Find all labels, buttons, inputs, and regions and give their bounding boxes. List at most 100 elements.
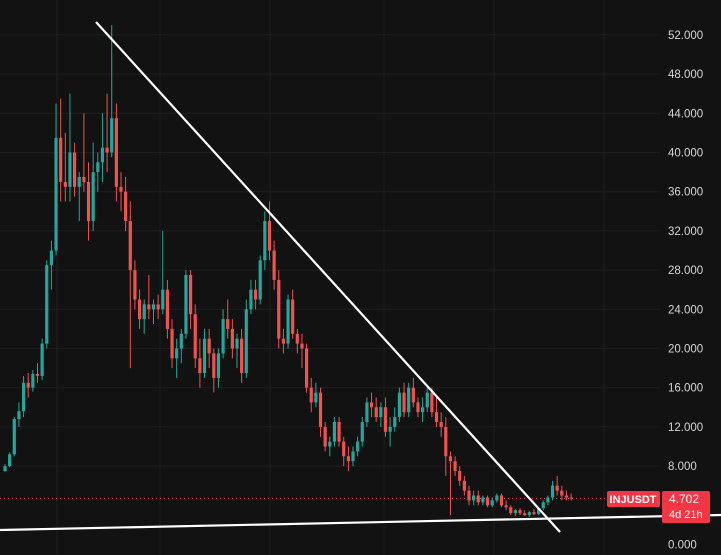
candle[interactable] xyxy=(12,417,16,457)
candle[interactable] xyxy=(281,328,285,354)
candle[interactable] xyxy=(170,319,174,369)
candle[interactable] xyxy=(560,485,564,501)
candle[interactable] xyxy=(550,480,555,501)
candle[interactable] xyxy=(476,490,480,506)
candle[interactable] xyxy=(462,475,466,496)
candle[interactable] xyxy=(8,452,12,468)
candle[interactable] xyxy=(244,299,248,378)
candle[interactable] xyxy=(54,103,58,256)
candle[interactable] xyxy=(193,304,197,369)
candle[interactable] xyxy=(82,113,86,192)
candle[interactable] xyxy=(21,375,26,418)
candle[interactable] xyxy=(448,451,453,516)
candle[interactable] xyxy=(142,299,146,334)
candle[interactable] xyxy=(263,211,267,271)
candle[interactable] xyxy=(277,270,281,349)
candle[interactable] xyxy=(332,417,337,447)
candle[interactable] xyxy=(161,230,165,315)
candle[interactable] xyxy=(96,152,100,192)
candle[interactable] xyxy=(485,495,490,508)
candle[interactable] xyxy=(504,500,508,511)
candle[interactable] xyxy=(518,508,522,516)
candle[interactable] xyxy=(291,289,295,339)
candle[interactable] xyxy=(499,493,504,508)
candle[interactable] xyxy=(184,270,188,339)
candle[interactable] xyxy=(453,456,457,476)
support-trendline[interactable] xyxy=(0,513,721,532)
candle[interactable] xyxy=(40,338,44,380)
candle[interactable] xyxy=(272,240,276,290)
candle[interactable] xyxy=(342,436,346,467)
candle[interactable] xyxy=(379,402,383,427)
candle[interactable] xyxy=(374,397,378,423)
candle[interactable] xyxy=(369,392,374,418)
candle[interactable] xyxy=(365,397,369,427)
candle[interactable] xyxy=(393,407,397,432)
candle[interactable] xyxy=(147,275,151,320)
candle[interactable] xyxy=(509,505,513,516)
candle[interactable] xyxy=(202,328,207,378)
candle[interactable] xyxy=(114,103,118,202)
candle[interactable] xyxy=(3,464,7,472)
price-axis[interactable]: 52.000 48.000 44.000 40.000 36.000 32.000 28.0… xyxy=(668,30,703,552)
candle[interactable] xyxy=(31,370,35,392)
candle[interactable] xyxy=(86,162,91,241)
candle[interactable] xyxy=(546,495,550,506)
candle[interactable] xyxy=(128,201,132,369)
candle[interactable] xyxy=(230,319,234,359)
candle[interactable] xyxy=(175,338,179,378)
candle[interactable] xyxy=(397,387,401,422)
candle[interactable] xyxy=(124,177,128,231)
candle[interactable] xyxy=(179,328,183,364)
candle[interactable] xyxy=(216,348,221,388)
candle[interactable] xyxy=(212,348,216,393)
candle[interactable] xyxy=(295,328,299,354)
candle[interactable] xyxy=(356,436,360,457)
descending-trendline[interactable] xyxy=(95,21,561,533)
candle[interactable] xyxy=(318,387,323,437)
candle[interactable] xyxy=(360,417,364,447)
candle[interactable] xyxy=(337,417,341,447)
candle[interactable] xyxy=(249,279,253,315)
candle[interactable] xyxy=(133,260,137,310)
candle[interactable] xyxy=(411,377,415,408)
candle[interactable] xyxy=(495,493,499,503)
candle[interactable] xyxy=(351,446,355,467)
candle[interactable] xyxy=(253,279,258,310)
candle[interactable] xyxy=(49,240,53,290)
candle[interactable] xyxy=(63,132,67,202)
candle[interactable] xyxy=(541,500,545,511)
candle[interactable] xyxy=(328,436,332,457)
candle[interactable] xyxy=(425,387,429,413)
candle[interactable] xyxy=(240,328,244,383)
candle[interactable] xyxy=(286,294,290,349)
candle[interactable] xyxy=(45,260,49,349)
candle[interactable] xyxy=(564,490,569,501)
candle[interactable] xyxy=(91,142,95,231)
candle[interactable] xyxy=(35,363,40,383)
candle[interactable] xyxy=(309,377,313,413)
candle[interactable] xyxy=(156,294,160,320)
trendlines[interactable] xyxy=(0,21,721,533)
candle[interactable] xyxy=(439,412,443,437)
candle[interactable] xyxy=(235,333,239,369)
candle[interactable] xyxy=(407,382,411,418)
candle[interactable] xyxy=(416,397,420,418)
candle[interactable] xyxy=(26,373,30,398)
candle[interactable] xyxy=(119,172,123,212)
candle[interactable] xyxy=(569,493,573,501)
candle[interactable] xyxy=(151,299,156,325)
candle[interactable] xyxy=(458,466,462,486)
candle[interactable] xyxy=(165,279,169,339)
candle[interactable] xyxy=(100,113,105,182)
candle[interactable] xyxy=(444,417,448,476)
candle[interactable] xyxy=(137,289,142,329)
candle[interactable] xyxy=(402,382,406,418)
candle[interactable] xyxy=(346,446,350,472)
candle[interactable] xyxy=(110,25,114,158)
candle[interactable] xyxy=(472,490,476,506)
candle[interactable] xyxy=(555,475,559,496)
candle[interactable] xyxy=(490,497,494,508)
candle[interactable] xyxy=(532,509,536,516)
